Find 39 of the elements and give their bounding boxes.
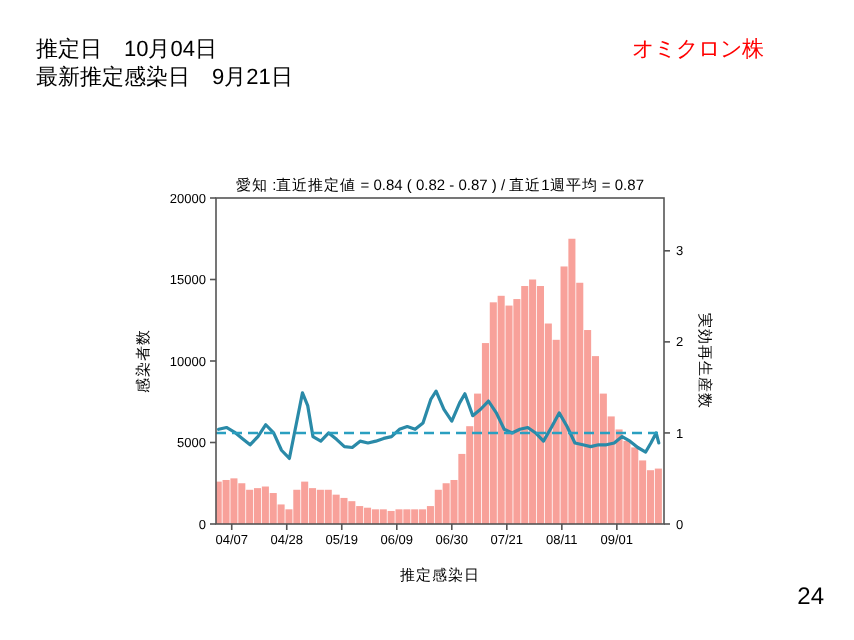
bar — [536, 286, 544, 524]
bar — [309, 488, 317, 524]
bar — [568, 238, 576, 524]
bar — [348, 501, 356, 524]
bar — [419, 509, 427, 524]
bar — [332, 494, 340, 524]
text: 24 — [797, 582, 825, 610]
bar — [301, 481, 309, 524]
bar — [654, 468, 662, 524]
bar — [230, 478, 238, 524]
bar — [261, 486, 269, 524]
bar — [529, 279, 537, 524]
bar — [521, 286, 529, 524]
line-series — [217, 389, 661, 461]
bar — [411, 509, 419, 524]
text: 推定日 10月04日 — [36, 36, 217, 62]
bar — [316, 489, 324, 524]
bar — [631, 447, 639, 524]
bar — [489, 302, 497, 524]
bar — [434, 489, 442, 524]
bar — [395, 509, 403, 524]
bar — [356, 506, 364, 524]
text: オミクロン株 — [632, 36, 764, 62]
bar — [222, 479, 230, 524]
bar — [238, 483, 246, 524]
bar — [246, 489, 254, 524]
bar — [497, 295, 505, 524]
bar — [379, 509, 387, 524]
bar — [387, 510, 395, 524]
bar — [324, 489, 332, 524]
bar — [269, 493, 277, 524]
text: 最新推定感染日 9月21日 — [36, 64, 293, 90]
bar — [340, 497, 348, 524]
bar — [442, 483, 450, 524]
bar — [371, 509, 379, 524]
bar — [253, 488, 262, 524]
bar — [364, 507, 372, 524]
bar — [403, 509, 411, 524]
bar — [293, 489, 301, 524]
